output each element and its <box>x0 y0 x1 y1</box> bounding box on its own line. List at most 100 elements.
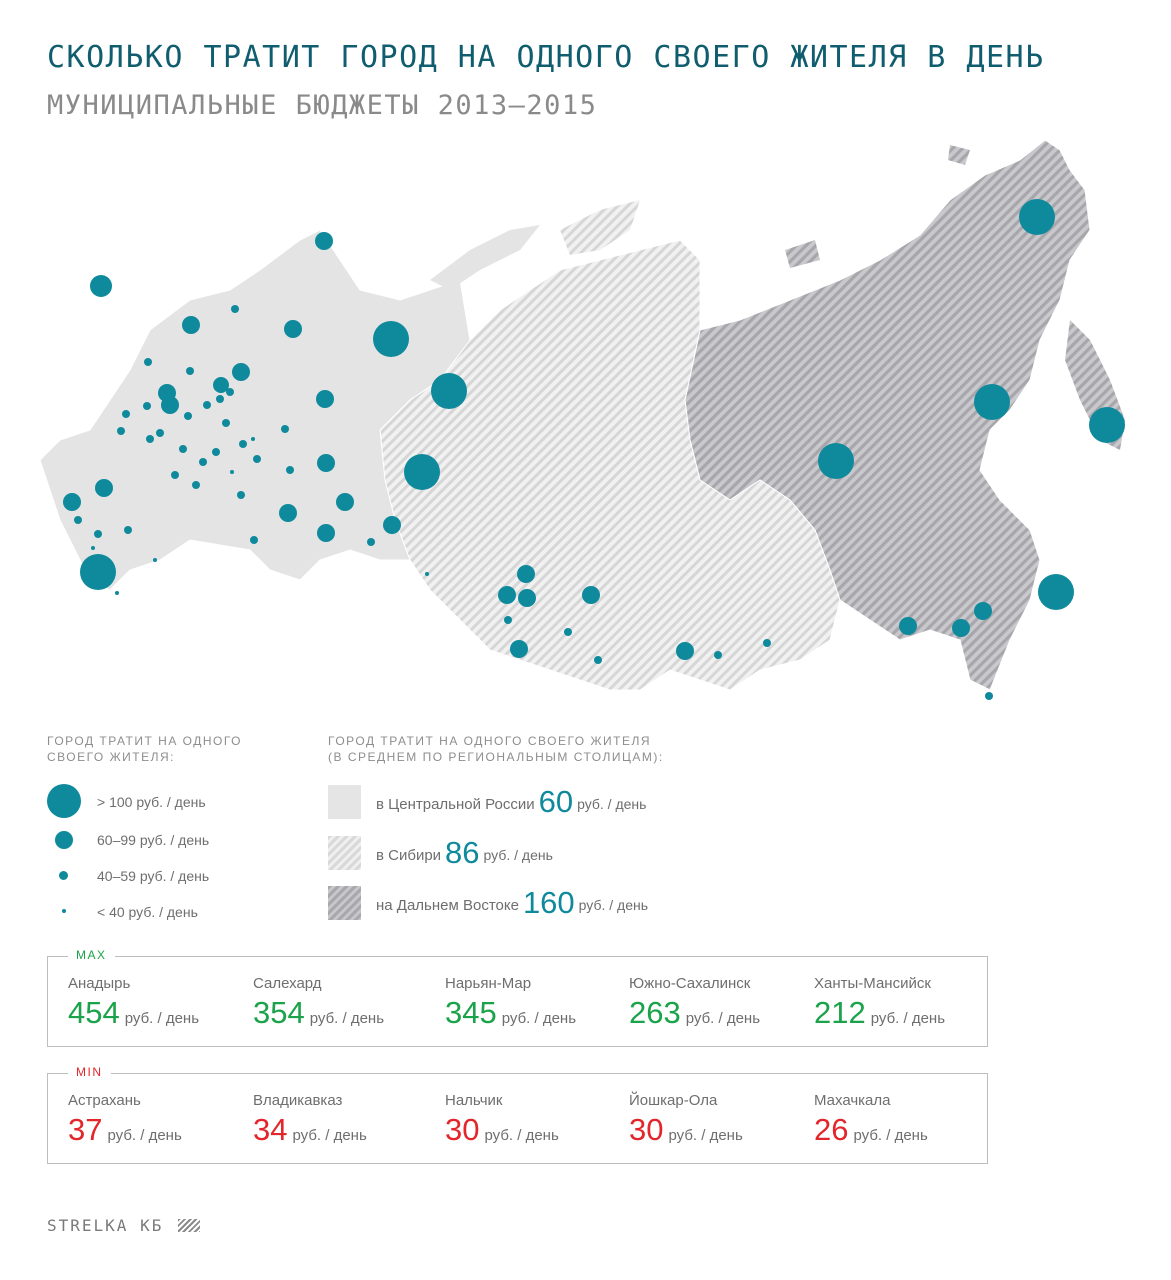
city-dot <box>80 554 116 590</box>
city-dot <box>216 395 224 403</box>
city-dot <box>199 458 207 466</box>
city-dot <box>192 481 200 489</box>
siberia-swatch-icon <box>328 836 361 870</box>
city-dot <box>564 628 572 636</box>
city-dot <box>213 377 229 393</box>
city-dot <box>171 471 179 479</box>
max-tag: MAX <box>68 948 115 962</box>
region-legend-item: в Сибири 86 руб. / день <box>328 836 828 870</box>
region-central <box>39 229 471 591</box>
city-dot <box>124 526 132 534</box>
city-dot <box>676 642 694 660</box>
strelka-logo: STRELKA КБ <box>47 1216 164 1235</box>
island-novaya-zemlya <box>430 225 540 290</box>
city-dot <box>281 425 289 433</box>
logo-hatch-icon <box>178 1219 200 1232</box>
city-dot <box>237 491 245 499</box>
city-dot <box>251 437 255 441</box>
city-dot <box>95 479 113 497</box>
city-dot <box>226 388 234 396</box>
city-dot <box>1089 407 1125 443</box>
city-dot <box>763 639 771 647</box>
max-box: MAX Анадырь 454 руб. / день Салехард 354 р… <box>47 948 988 1047</box>
city-dot <box>250 536 258 544</box>
island-sakhalin <box>998 540 1020 620</box>
dot-tiny-icon <box>62 909 66 913</box>
page-title: СКОЛЬКО ТРАТИТ ГОРОД НА ОДНОГО СВОЕГО ЖИ… <box>47 40 1045 75</box>
city-dot <box>510 640 528 658</box>
dot-small-icon <box>59 871 68 880</box>
city-dot <box>517 565 535 583</box>
city-dot <box>504 616 512 624</box>
city-dot <box>186 367 194 375</box>
city-dot <box>184 412 192 420</box>
city-dot <box>203 401 211 409</box>
city-dot <box>230 470 234 474</box>
city-dot <box>231 305 239 313</box>
city-dots <box>63 199 1125 700</box>
city-dot <box>367 538 375 546</box>
min-tag: MIN <box>68 1065 111 1079</box>
city-dot <box>284 320 302 338</box>
central-swatch-icon <box>328 785 361 819</box>
city-dot <box>594 656 602 664</box>
city-dot <box>336 493 354 511</box>
region-legend-heading: ГОРОД ТРАТИТ НА ОДНОГО СВОЕГО ЖИТЕЛЯ (В … <box>328 734 664 764</box>
region-legend-item: в Центральной России 60 руб. / день <box>328 785 828 819</box>
size-legend-item: < 40 руб. / день <box>47 894 307 930</box>
city-dot <box>74 516 82 524</box>
city-dot <box>952 619 970 637</box>
city-dot <box>232 363 250 381</box>
city-dot <box>383 516 401 534</box>
city-dot <box>182 316 200 334</box>
size-legend-item: > 100 руб. / день <box>47 784 307 820</box>
city-dot <box>582 586 600 604</box>
region-legend-item: на Дальнем Востоке 160 руб. / день <box>328 886 828 920</box>
size-legend-heading: ГОРОД ТРАТИТ НА ОДНОГО СВОЕГО ЖИТЕЛЯ: <box>47 734 243 764</box>
city-dot <box>818 443 854 479</box>
city-dot <box>373 321 409 357</box>
dot-large-icon <box>47 784 81 818</box>
city-dot <box>117 427 125 435</box>
city-dot <box>91 546 95 550</box>
min-box: MIN Астрахань 37 руб. / день Владикавказ … <box>47 1065 988 1164</box>
city-dot <box>90 275 112 297</box>
city-dot <box>122 410 130 418</box>
city-dot <box>144 358 152 366</box>
city-dot <box>143 402 151 410</box>
city-dot <box>498 586 516 604</box>
city-dot <box>985 692 993 700</box>
city-dot <box>425 572 429 576</box>
city-dot <box>518 589 536 607</box>
city-dot <box>286 466 294 474</box>
city-dot <box>146 435 154 443</box>
city-dot <box>317 524 335 542</box>
size-legend-item: 60–99 руб. / день <box>47 822 307 858</box>
city-dot <box>1019 199 1055 235</box>
far-east-swatch-icon <box>328 886 361 920</box>
city-dot <box>63 493 81 511</box>
city-dot <box>179 445 187 453</box>
city-dot <box>974 384 1010 420</box>
city-dot <box>1038 574 1074 610</box>
city-dot <box>153 558 157 562</box>
city-dot <box>94 530 102 538</box>
russia-map <box>39 139 1125 700</box>
city-dot <box>156 429 164 437</box>
city-dot <box>317 454 335 472</box>
city-dot <box>239 440 247 448</box>
city-dot <box>115 591 119 595</box>
city-dot <box>974 602 992 620</box>
city-dot <box>222 419 230 427</box>
island-north-far-east <box>785 145 970 268</box>
region-siberia <box>379 239 841 691</box>
dot-medium-icon <box>55 831 73 849</box>
city-dot <box>899 617 917 635</box>
city-dot <box>404 454 440 490</box>
city-dot <box>161 396 179 414</box>
city-dot <box>316 390 334 408</box>
city-dot <box>212 448 220 456</box>
city-dot <box>714 651 722 659</box>
island-taimyr <box>560 200 640 255</box>
size-legend-item: 40–59 руб. / день <box>47 858 307 894</box>
